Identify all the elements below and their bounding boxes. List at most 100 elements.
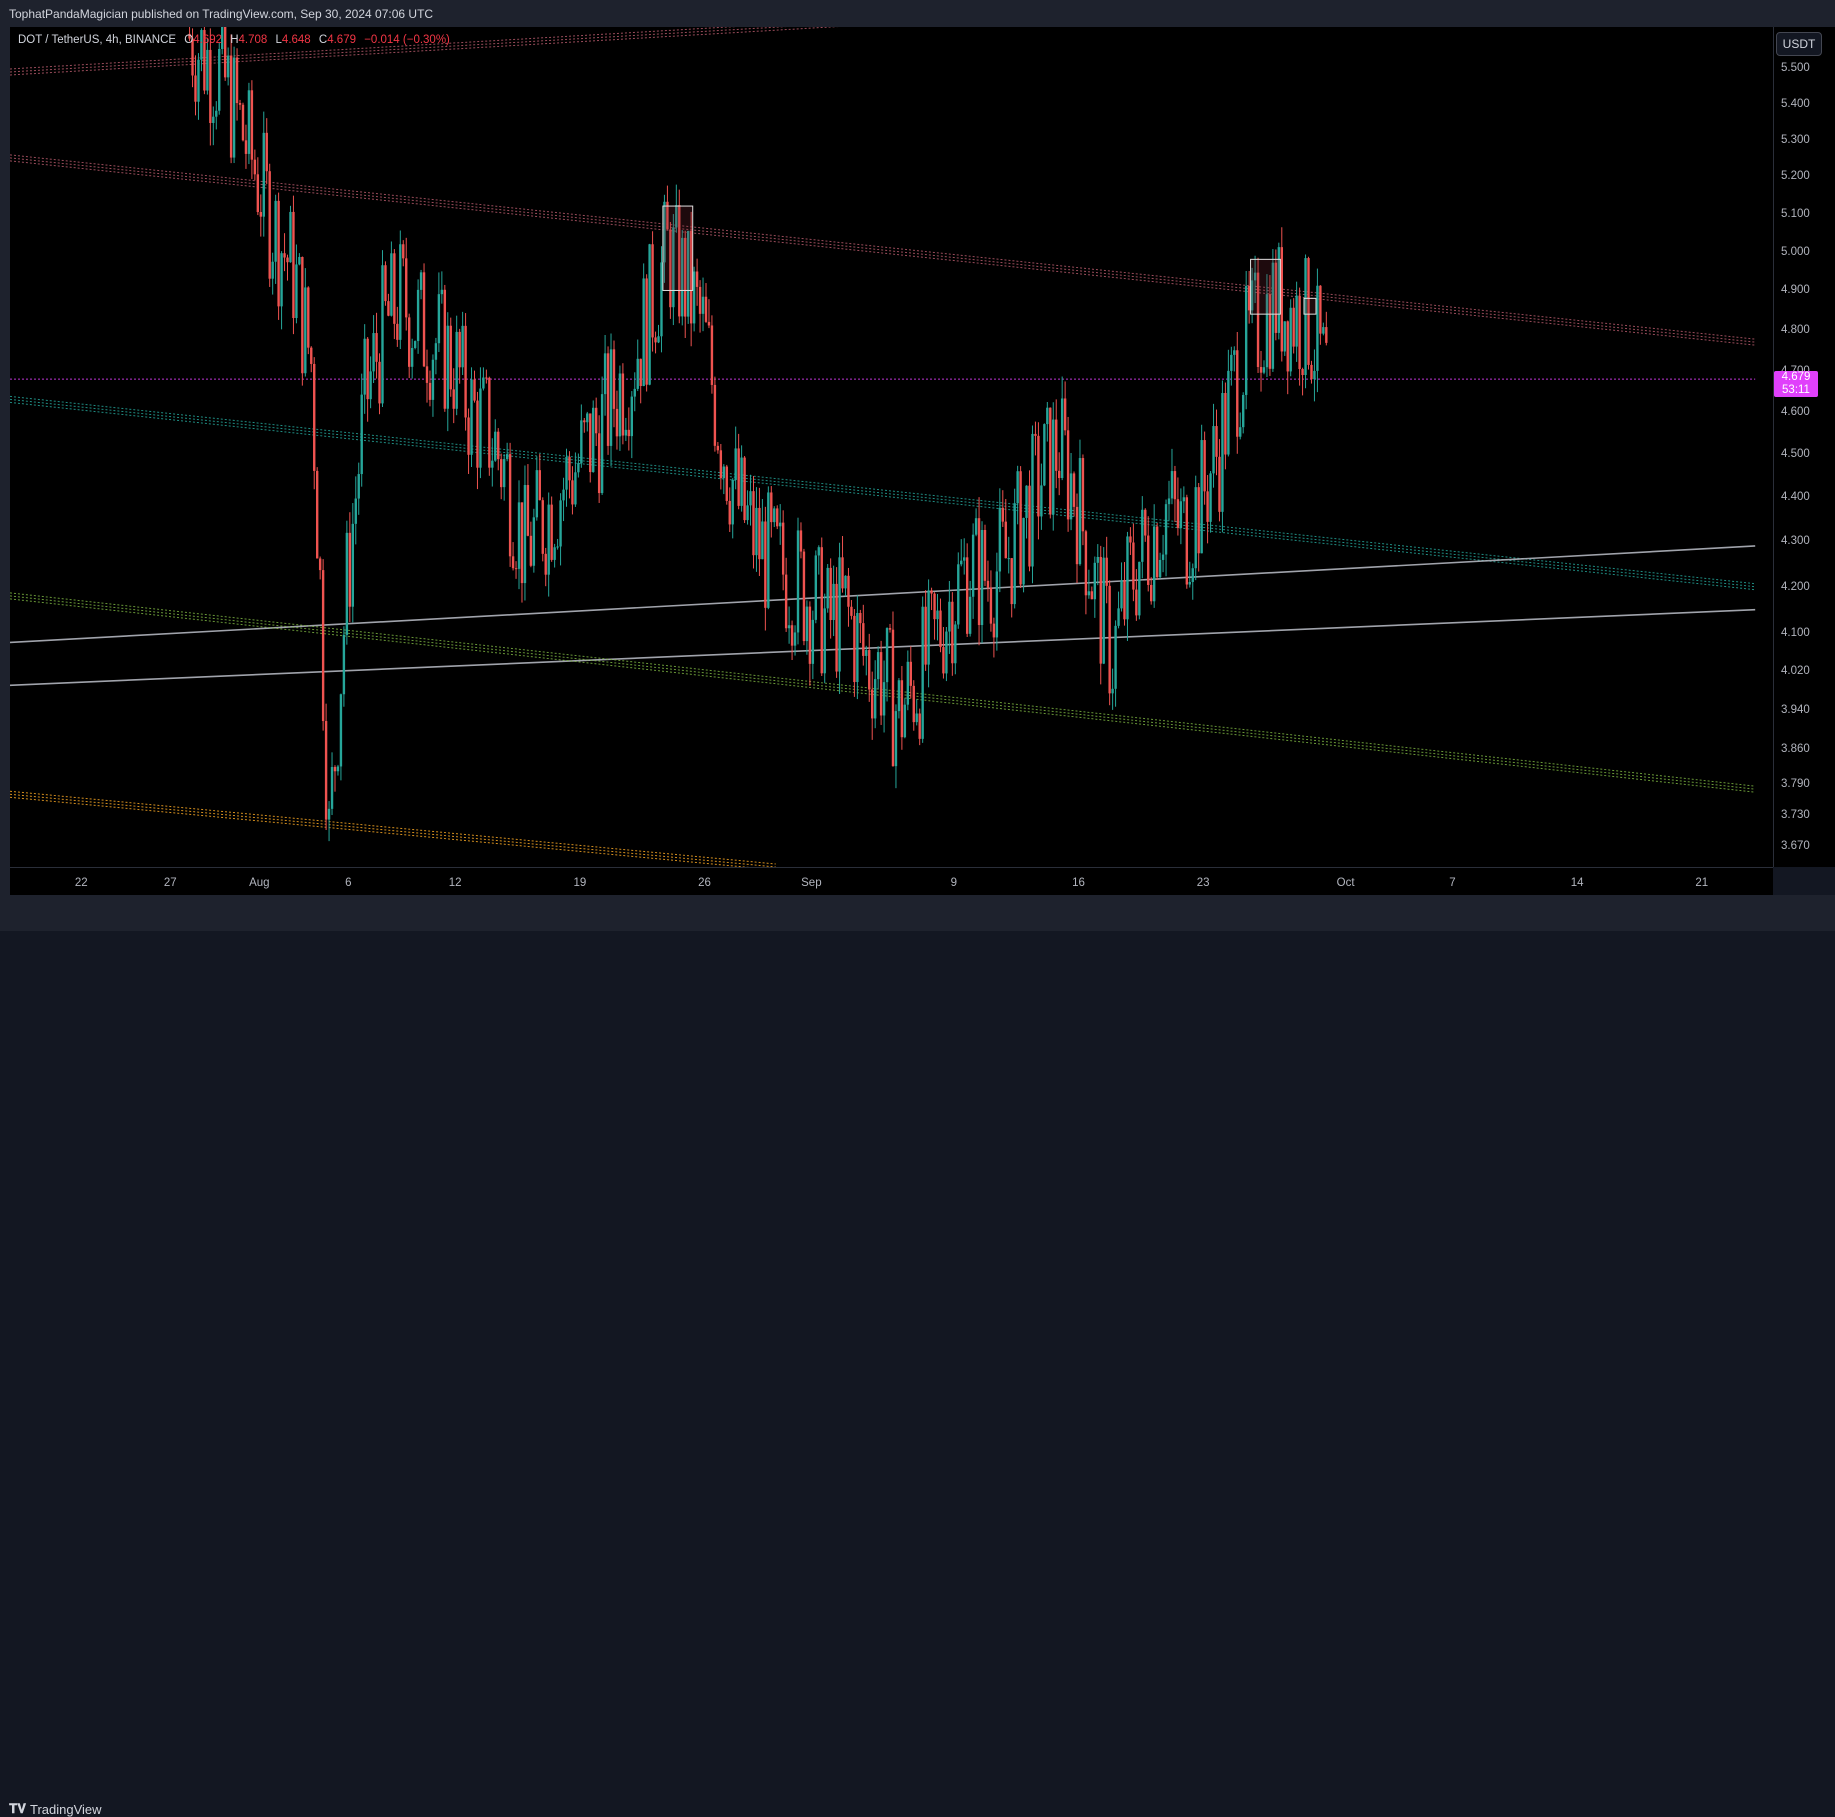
symbol-name[interactable]: DOT / TetherUS, 4h, BINANCE: [18, 34, 177, 46]
symbol-legend: DOT / TetherUS, 4h, BINANCE O4.692 H4.70…: [18, 34, 450, 46]
candle-body: [206, 49, 209, 91]
candle-body: [1224, 393, 1227, 455]
candle-body: [686, 230, 690, 317]
candle-body: [256, 174, 260, 213]
candle-body: [333, 767, 337, 772]
candle-body: [405, 258, 408, 318]
candle-body: [1319, 285, 1322, 334]
candle-body: [618, 373, 622, 437]
candle-body: [1286, 321, 1289, 372]
candle-body: [443, 289, 447, 409]
candle-body: [615, 408, 619, 437]
candle-body: [384, 265, 387, 302]
time-axis[interactable]: [10, 867, 1773, 896]
candle-body: [369, 371, 372, 400]
candle-body: [743, 457, 746, 521]
price-tick-label: 4.100: [1781, 627, 1810, 640]
chart-svg[interactable]: [10, 27, 1773, 867]
candle-body: [924, 606, 927, 665]
candle-body: [298, 256, 301, 265]
candle-body: [835, 583, 838, 672]
candle-body: [930, 590, 933, 594]
candle-body: [1185, 497, 1189, 585]
candle-body: [971, 534, 975, 597]
trendline: [10, 401, 1756, 591]
price-tick-label: 3.790: [1781, 778, 1810, 791]
candle-body: [342, 634, 346, 695]
candle-body: [390, 253, 393, 316]
candle-body: [1046, 407, 1049, 425]
candle-body: [523, 485, 527, 584]
currency-unit-button[interactable]: USDT: [1776, 32, 1822, 56]
candle-body: [1025, 485, 1028, 518]
candle-body: [909, 661, 912, 686]
candle-body: [485, 377, 488, 379]
candle-body: [259, 212, 262, 217]
tradingview-logo[interactable]: 𝐓𝐕 TradingView: [9, 1801, 102, 1817]
candle-body: [274, 200, 277, 262]
candle-body: [449, 325, 452, 390]
candle-body: [1298, 295, 1301, 370]
candle-body: [1084, 531, 1088, 596]
candle-body: [1114, 625, 1117, 689]
candle-body: [882, 682, 886, 716]
tradingview-mark-icon: 𝐓𝐕: [9, 1801, 26, 1816]
candle-body: [992, 623, 996, 638]
trendline: [10, 592, 1756, 787]
candle-body: [321, 570, 325, 722]
candle-body: [586, 413, 589, 423]
candle-body: [1256, 272, 1260, 367]
highlight-rectangle: [1303, 297, 1317, 315]
candle-body: [1236, 350, 1239, 437]
candle-body: [1001, 507, 1005, 522]
time-tick-label: 9: [950, 877, 958, 889]
candle-body: [681, 237, 684, 317]
candle-body: [746, 505, 749, 521]
candle-body: [832, 583, 835, 621]
candle-body: [906, 661, 910, 705]
chart-pane[interactable]: [10, 27, 1773, 867]
candle-body: [422, 272, 426, 367]
candle-body: [446, 325, 449, 409]
candle-body: [268, 171, 271, 279]
candle-body: [556, 546, 559, 548]
candle-body: [633, 388, 636, 397]
candle-body: [351, 523, 355, 607]
candle-body: [1093, 562, 1097, 600]
candle-body: [1292, 307, 1295, 347]
candle-body: [945, 631, 948, 674]
candle-body: [1066, 430, 1070, 520]
candle-body: [731, 479, 734, 525]
candle-body: [796, 530, 800, 633]
candle-body: [597, 433, 601, 494]
candle-body: [1304, 258, 1307, 376]
candle-body: [1019, 471, 1022, 585]
candle-body: [1034, 433, 1037, 436]
candle-body: [541, 500, 544, 554]
candle-body: [1049, 407, 1052, 515]
candle-body: [188, 33, 191, 39]
candle-body: [879, 652, 883, 716]
candle-body: [1301, 369, 1304, 376]
candle-body: [491, 460, 494, 468]
current-price-label: 4.679: [1781, 371, 1811, 384]
trendline: [10, 27, 839, 76]
candle-body: [289, 211, 292, 263]
candle-body: [850, 606, 853, 616]
candle-body: [600, 394, 604, 494]
candle-body: [1075, 506, 1079, 565]
price-scale[interactable]: [1773, 27, 1835, 867]
candle-body: [749, 491, 752, 506]
candle-body: [1188, 581, 1191, 585]
price-tick-label: 3.860: [1781, 742, 1810, 755]
candle-body: [434, 343, 438, 360]
candle-body: [318, 558, 322, 571]
candle-body: [713, 384, 717, 446]
time-tick-label: 19: [573, 877, 587, 889]
candle-body: [648, 244, 651, 385]
candle-body: [891, 629, 895, 767]
candle-body: [770, 492, 773, 523]
candle-body: [301, 256, 304, 374]
candle-body: [497, 431, 500, 460]
candle-body: [758, 507, 761, 560]
